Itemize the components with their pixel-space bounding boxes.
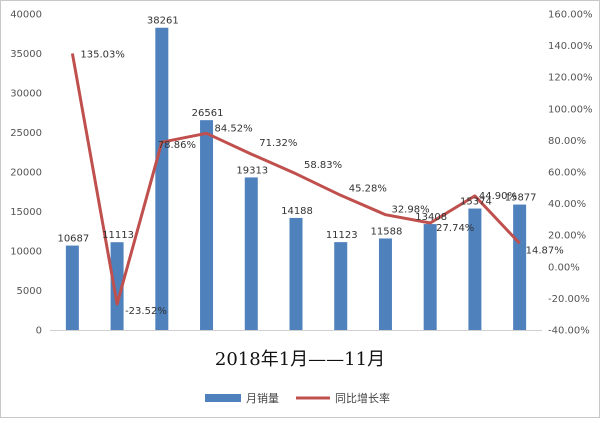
bar-value-label: 11123 (326, 230, 358, 241)
bar (65, 245, 79, 330)
bar-value-label: 19313 (236, 165, 268, 176)
bar-value-label: 11588 (371, 226, 403, 237)
legend-bar-swatch (205, 394, 241, 402)
line-value-label: 58.83% (304, 160, 342, 171)
right-tick-label: 120.00% (548, 73, 593, 84)
bar (155, 27, 169, 331)
line-value-label: 44.90% (479, 191, 517, 202)
line-value-label: 84.52% (215, 123, 253, 134)
bar (244, 177, 258, 330)
bar-value-label: 26561 (192, 108, 224, 119)
bar (200, 120, 214, 331)
bar (289, 217, 303, 330)
bar (423, 224, 437, 330)
line-value-label: -23.52% (125, 306, 167, 317)
legend-line-label: 同比增长率 (335, 391, 390, 405)
left-tick-label: 35000 (10, 49, 42, 60)
right-tick-label: 60.00% (548, 168, 586, 179)
bar-value-label: 15877 (505, 193, 537, 204)
line-path (70, 53, 521, 306)
bar-value-label: 11113 (102, 230, 134, 241)
left-tick-label: 10000 (10, 247, 42, 258)
bar (378, 238, 392, 330)
bar (468, 208, 482, 330)
left-tick-label: 30000 (10, 89, 42, 100)
right-tick-label: 80.00% (548, 136, 586, 147)
bar (513, 204, 527, 330)
x-axis-title: 2018年1月——11月 (215, 349, 385, 370)
bar-value-label: 38261 (147, 16, 179, 27)
line-value-label: 135.03% (80, 49, 125, 60)
left-axis-ticks: 0 5000 10000 15000 20000 25000 30000 35000 40000 (10, 10, 42, 337)
line-series (70, 53, 521, 306)
left-tick-label: 40000 (10, 10, 42, 21)
line-value-label: 45.28% (349, 183, 387, 194)
bar-series (65, 27, 527, 331)
legend-bar-label: 月销量 (246, 391, 279, 405)
bar-value-label: 13408 (415, 212, 447, 223)
right-tick-label: 20.00% (548, 231, 586, 242)
left-tick-label: 15000 (10, 207, 42, 218)
bar-value-label: 14188 (281, 206, 313, 217)
bar-value-label: 10687 (57, 234, 89, 245)
line-value-label: 78.86% (158, 140, 196, 151)
bar-value-label: 15374 (460, 197, 492, 208)
line-value-label: 71.32% (259, 138, 297, 149)
bar-value-labels: 10687 11113 38261 26561 19313 14188 11123 11588… (57, 16, 536, 245)
line-value-label: 32.98% (391, 205, 429, 216)
line-value-labels: 135.03% -23.52% 78.86% 84.52% 71.32% 58.83% 45… (80, 49, 563, 317)
left-tick-label: 0 (36, 326, 42, 337)
right-tick-label: 140.00% (548, 41, 593, 52)
right-tick-label: 0.00% (548, 262, 580, 273)
right-tick-label: 40.00% (548, 199, 586, 210)
right-tick-label: -20.00% (548, 294, 590, 305)
right-tick-label: 100.00% (548, 104, 593, 115)
bar (110, 242, 124, 330)
legend: 月销量 同比增长率 (205, 391, 390, 405)
right-tick-label: -40.00% (548, 326, 590, 337)
right-axis-ticks: -40.00% -20.00% 0.00% 20.00% 40.00% 60.00% 80.… (548, 10, 593, 337)
line-value-label: 27.74% (436, 223, 474, 234)
left-tick-label: 5000 (17, 286, 42, 297)
bar (334, 242, 348, 330)
left-tick-label: 20000 (10, 168, 42, 179)
right-tick-label: 160.00% (548, 10, 593, 21)
left-tick-label: 25000 (10, 128, 42, 139)
line-value-label: 14.87% (526, 245, 564, 256)
